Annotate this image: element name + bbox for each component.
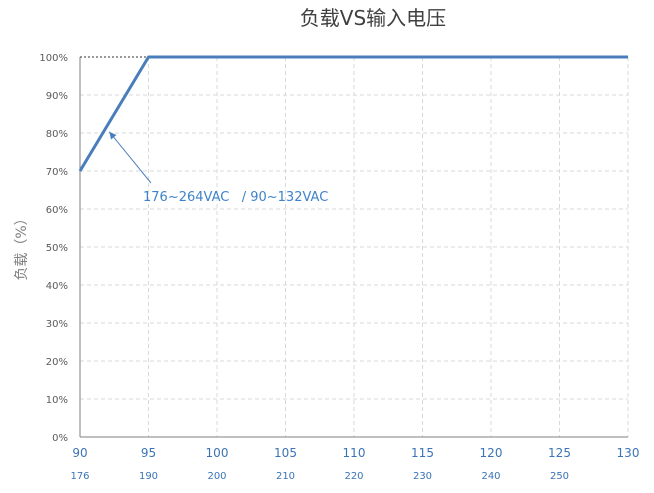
x-tick-label: 105 (274, 446, 297, 460)
y-tick-label: 20% (46, 357, 68, 368)
x-secondary-tick-label: 190 (139, 471, 158, 482)
y-tick-label: 40% (46, 281, 68, 292)
x-tick-label: 95 (141, 446, 156, 460)
x-secondary-tick-label: 210 (276, 471, 295, 482)
x-tick-label: 115 (411, 446, 434, 460)
series-layer (78, 55, 628, 172)
annotation-layer: 176~264VAC / 90~132VAC (108, 131, 328, 205)
chart-title: 负载VS输入电压 (300, 6, 446, 30)
axis-layer (79, 57, 628, 438)
x-secondary-tick-label: 220 (344, 471, 363, 482)
x-tick-label: 130 (617, 446, 640, 460)
annotation-arrow (108, 131, 152, 184)
y-tick-label: 30% (46, 319, 68, 330)
y-tick-label: 80% (46, 129, 68, 140)
load-curve-line (78, 55, 628, 172)
x-tick-label: 125 (548, 446, 571, 460)
tick-layer: 0% 10% 20% 30% 40% 50% 60% 70% 80% 90% 100% 90 95 100… (39, 53, 639, 482)
y-tick-label: 60% (46, 205, 68, 216)
y-axis-label: 负载（%） (14, 211, 30, 280)
grid-layer (80, 57, 629, 437)
y-tick-label: 100% (39, 53, 68, 64)
x-tick-label: 90 (72, 446, 87, 460)
y-tick-label: 70% (46, 167, 68, 178)
x-secondary-tick-label: 176 (70, 471, 89, 482)
y-tick-label: 0% (52, 433, 68, 444)
y-tick-label: 50% (46, 243, 68, 254)
x-secondary-tick-label: 240 (481, 471, 500, 482)
x-tick-label: 120 (480, 446, 503, 460)
y-tick-label: 90% (46, 91, 68, 102)
x-tick-label: 110 (343, 446, 366, 460)
x-secondary-tick-label: 250 (550, 471, 569, 482)
x-secondary-tick-label: 230 (413, 471, 432, 482)
annotation-arrow-head (109, 131, 117, 140)
x-secondary-tick-label: 200 (207, 471, 226, 482)
y-tick-label: 10% (46, 395, 68, 406)
series-annotation: 176~264VAC / 90~132VAC (143, 190, 328, 205)
x-tick-label: 100 (206, 446, 229, 460)
